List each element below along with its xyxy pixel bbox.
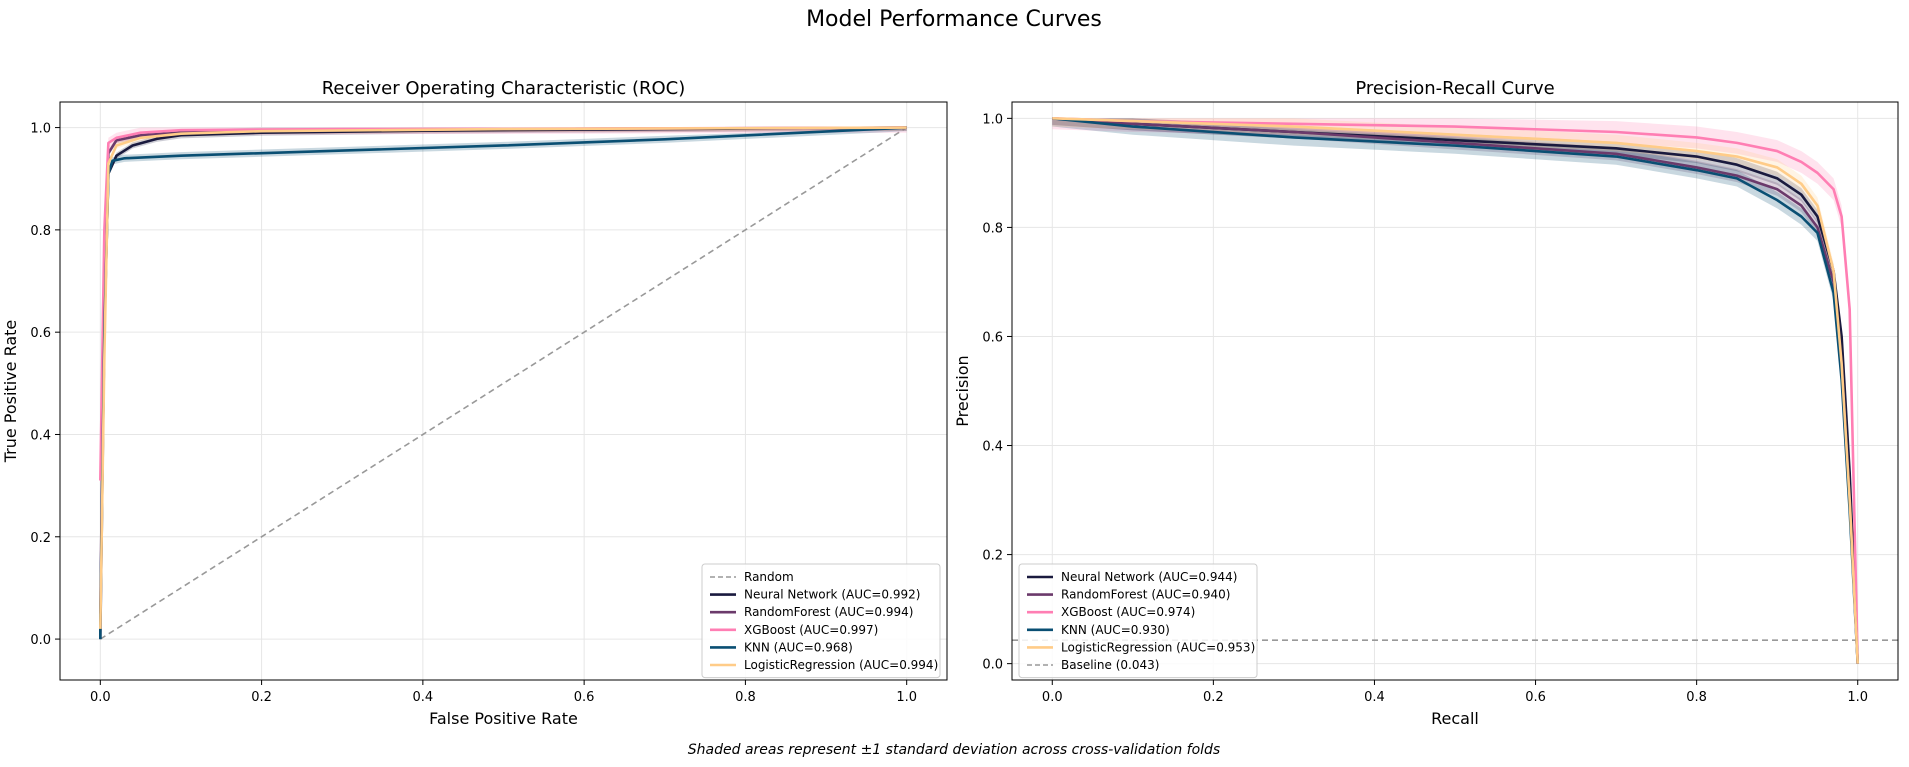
pr-legend [1018,563,1258,679]
pr-panel: 0.0 0.2 0.4 0.6 0.8 1.0 0.0 0.2 0.4 0.6 0.8 1.0 Prec… [953,78,1899,728]
pr-series-line [1052,117,1860,664]
roc-legend-label: RandomForest (AUC=0.994) [744,605,913,619]
roc-legend [701,563,941,679]
pr-y-tick-label: 0.2 [982,549,1003,564]
pr-series-line [1052,117,1860,664]
pr-y-axis-label: Precision [953,355,972,426]
pr-x-tick-label: 1.0 [1847,690,1868,705]
pr-x-tick-label: 0.8 [1686,690,1707,705]
pr-legend-label: Baseline (0.043) [1061,658,1159,672]
roc-legend-label: Random [744,570,794,584]
figure-title: Model Performance Curves [806,7,1102,32]
pr-x-tick-label: 0.6 [1525,690,1546,705]
pr-series-band [1052,118,1858,664]
roc-title: Receiver Operating Characteristic (ROC) [322,78,686,99]
roc-x-tick-label: 0.0 [90,690,111,705]
pr-legend-label: Neural Network (AUC=0.944) [1061,570,1237,584]
pr-x-tick-label: 0.2 [1203,690,1224,705]
roc-legend-label: KNN (AUC=0.968) [744,640,853,654]
pr-x-tick-label: 0.0 [1042,690,1063,705]
footnote: Shaded areas represent ±1 standard devia… [688,742,1220,758]
roc-legend-label: LogisticRegression (AUC=0.994) [744,658,938,672]
pr-legend-label: KNN (AUC=0.930) [1061,623,1170,637]
roc-legend-label: Neural Network (AUC=0.992) [744,588,920,602]
roc-panel: 0.0 0.2 0.4 0.6 0.8 1.0 0.0 0.2 0.4 0.6 0.8 1.0 Rece… [1,78,948,728]
pr-y-tick-label: 0.8 [982,221,1003,236]
roc-y-tick-label: 0.2 [30,531,51,546]
roc-random-line [99,126,908,640]
pr-y-tick-label: 0.0 [982,658,1003,673]
roc-x-tick-label: 0.4 [413,690,434,705]
roc-x-tick-label: 0.6 [574,690,595,705]
pr-y-tick-label: 1.0 [982,112,1003,127]
pr-y-tick-label: 0.4 [982,440,1003,455]
roc-x-tick-label: 0.2 [251,690,272,705]
roc-y-tick-label: 0.8 [30,224,51,239]
pr-x-axis-label: Recall [1431,709,1479,728]
roc-y-tick-label: 1.0 [30,122,51,137]
roc-legend-label: XGBoost (AUC=0.997) [744,623,878,637]
roc-x-tick-label: 1.0 [896,690,917,705]
roc-y-tick-label: 0.0 [30,633,51,648]
pr-legend-label: LogisticRegression (AUC=0.953) [1061,640,1255,654]
roc-y-tick-label: 0.4 [30,428,51,443]
roc-axes-frame [59,101,948,681]
pr-series-line [1052,117,1860,664]
pr-title: Precision-Recall Curve [1355,78,1554,99]
roc-y-tick-label: 0.6 [30,326,51,341]
pr-axes-frame [1011,101,1899,681]
pr-legend-label: XGBoost (AUC=0.974) [1061,605,1195,619]
pr-y-tick-label: 0.6 [982,330,1003,345]
roc-y-axis-label: True Positive Rate [1,320,20,464]
pr-series-band [1052,118,1858,664]
pr-legend-label: RandomForest (AUC=0.940) [1061,588,1230,602]
roc-x-tick-label: 0.8 [735,690,756,705]
roc-x-axis-label: False Positive Rate [429,709,578,728]
pr-x-tick-label: 0.4 [1364,690,1385,705]
roc-series-line [99,126,907,629]
